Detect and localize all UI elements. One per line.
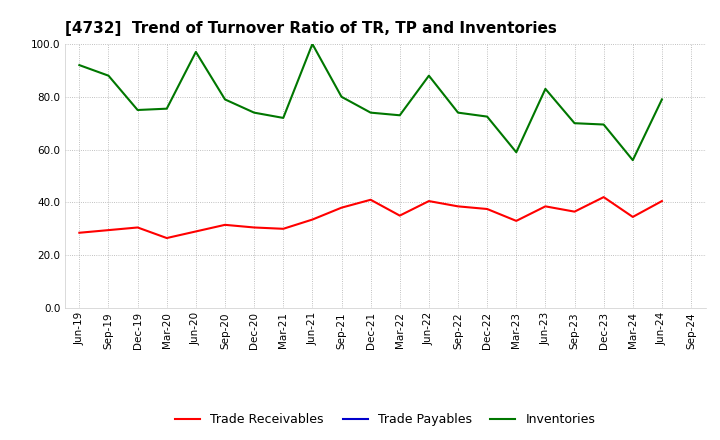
Trade Receivables [308, 217, 317, 222]
Line: Inventories: Inventories [79, 44, 662, 160]
Inventories [308, 41, 317, 47]
Inventories [629, 158, 637, 163]
Text: [4732]  Trend of Turnover Ratio of TR, TP and Inventories: [4732] Trend of Turnover Ratio of TR, TP… [65, 21, 557, 36]
Inventories [483, 114, 492, 119]
Legend: Trade Receivables, Trade Payables, Inventories: Trade Receivables, Trade Payables, Inven… [170, 408, 600, 431]
Trade Receivables [657, 198, 666, 204]
Trade Receivables [366, 197, 375, 202]
Inventories [541, 86, 550, 92]
Inventories [657, 97, 666, 102]
Inventories [250, 110, 258, 115]
Trade Receivables [250, 225, 258, 230]
Inventories [512, 150, 521, 155]
Trade Receivables [279, 226, 287, 231]
Trade Receivables [133, 225, 142, 230]
Trade Receivables [192, 229, 200, 234]
Inventories [279, 115, 287, 121]
Inventories [570, 121, 579, 126]
Trade Receivables [104, 227, 113, 233]
Inventories [599, 122, 608, 127]
Trade Receivables [570, 209, 579, 214]
Inventories [192, 49, 200, 55]
Line: Trade Receivables: Trade Receivables [79, 197, 662, 238]
Inventories [366, 110, 375, 115]
Trade Receivables [75, 230, 84, 235]
Inventories [454, 110, 462, 115]
Trade Receivables [512, 218, 521, 224]
Inventories [425, 73, 433, 78]
Trade Receivables [629, 214, 637, 220]
Inventories [133, 107, 142, 113]
Inventories [337, 94, 346, 99]
Trade Receivables [483, 206, 492, 212]
Trade Receivables [337, 205, 346, 210]
Inventories [395, 113, 404, 118]
Inventories [163, 106, 171, 111]
Inventories [104, 73, 113, 78]
Inventories [220, 97, 229, 102]
Inventories [75, 62, 84, 68]
Trade Receivables [599, 194, 608, 200]
Trade Receivables [163, 235, 171, 241]
Trade Receivables [220, 222, 229, 227]
Trade Receivables [425, 198, 433, 204]
Trade Receivables [454, 204, 462, 209]
Trade Receivables [541, 204, 550, 209]
Trade Receivables [395, 213, 404, 218]
